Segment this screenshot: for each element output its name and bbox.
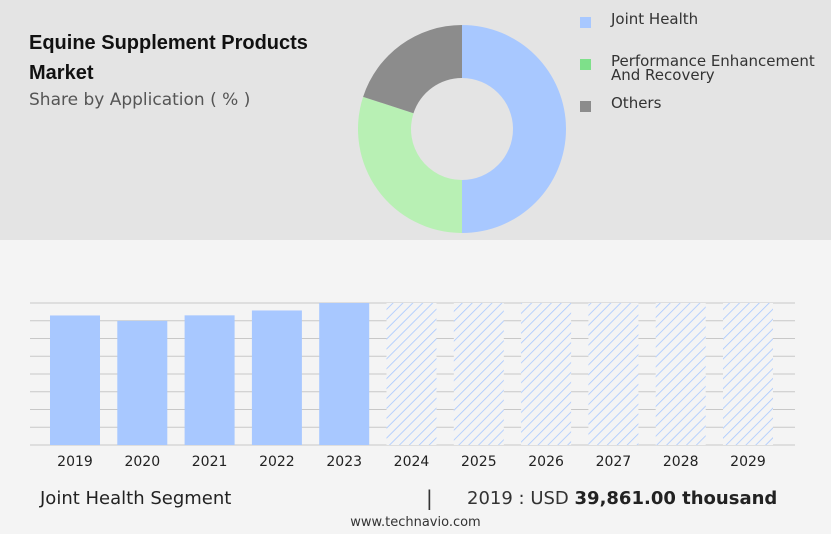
donut-chart: [357, 25, 566, 233]
x-tick-label: 2024: [394, 454, 430, 470]
segment-value: 2019 : USD 39,861.00 thousand: [467, 488, 777, 509]
forecast-bar-2026: [521, 303, 572, 445]
bar-2023: [319, 303, 370, 445]
bar-2020: [117, 320, 168, 445]
x-tick-label: 2023: [326, 454, 362, 470]
legend-swatch: [580, 59, 591, 70]
legend-label: Others: [611, 94, 662, 112]
forecast-bar-2027: [588, 303, 639, 445]
x-tick-label: 2019: [57, 454, 93, 470]
footer-divider: |: [426, 486, 433, 510]
x-tick-label: 2022: [259, 454, 295, 470]
donut-slice-others: [363, 25, 462, 114]
x-tick-label: 2026: [528, 454, 564, 470]
chart-subtitle: Share by Application ( % ): [29, 90, 251, 110]
donut-slice-joint-health: [462, 25, 566, 233]
x-tick-label: 2021: [192, 454, 228, 470]
x-tick-label: 2027: [596, 454, 632, 470]
chart-title: Equine Supplement Products Market: [29, 32, 308, 84]
segment-label: Joint Health Segment: [40, 488, 232, 509]
legend-label: Joint Health: [611, 10, 699, 28]
legend-swatch: [580, 101, 591, 112]
legend-label: Performance Enhancement And Recovery: [611, 52, 815, 84]
x-tick-label: 2025: [461, 454, 497, 470]
x-tick-label: 2028: [663, 454, 699, 470]
forecast-bar-2028: [655, 303, 706, 445]
legend-swatch: [580, 17, 591, 28]
bar-2022: [251, 310, 302, 445]
forecast-bar-2029: [723, 303, 773, 445]
x-tick-label: 2020: [124, 454, 160, 470]
bar-chart: 2019 2020 2021 2022 2023 2024 2025 2026 2027 2028…: [30, 302, 795, 470]
forecast-bar-2025: [453, 303, 504, 445]
x-tick-label: 2029: [730, 454, 766, 470]
value-prefix: 2019 : USD: [467, 488, 569, 509]
source-url: www.technavio.com: [350, 515, 481, 530]
bar-2019: [50, 315, 100, 445]
forecast-bar-2024: [386, 303, 437, 445]
value-amount: 39,861.00 thousand: [574, 488, 778, 509]
bar-2021: [184, 315, 235, 445]
donut-slice-performance-enhancement-and-recovery: [357, 96, 462, 233]
